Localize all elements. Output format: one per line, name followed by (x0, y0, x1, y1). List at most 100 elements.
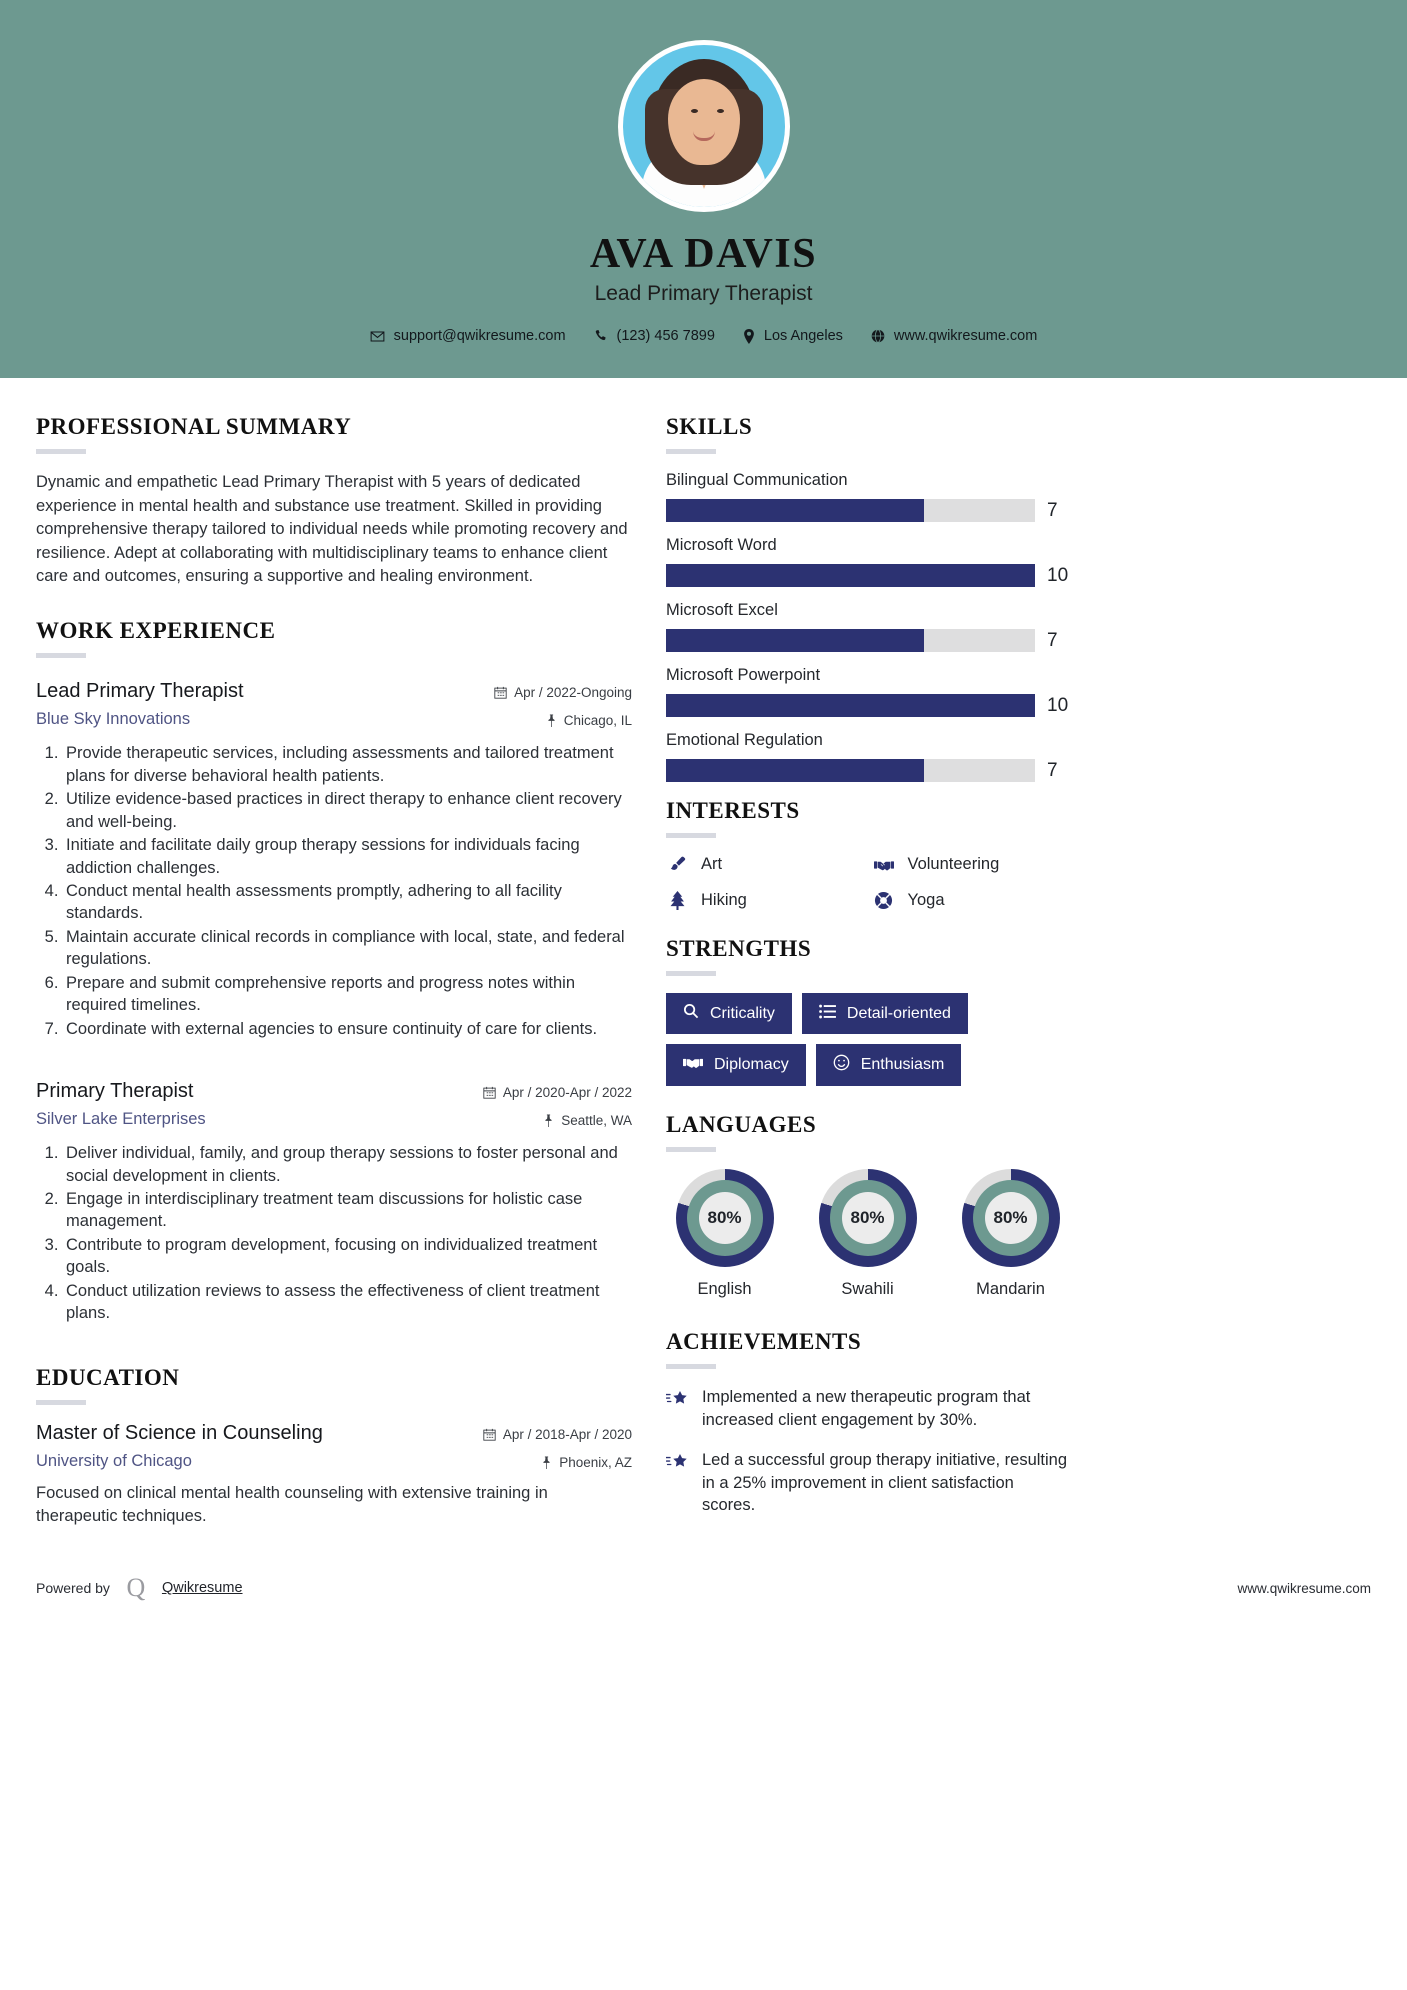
handshake-icon (873, 857, 895, 873)
tree-icon (666, 891, 688, 911)
donut-hole: 80% (698, 1192, 751, 1245)
work-entry-bullets: Deliver individual, family, and group th… (36, 1142, 632, 1325)
language-donut: 80% (818, 1169, 917, 1268)
interest-label: Volunteering (907, 855, 1000, 874)
list-item: Deliver individual, family, and group th… (63, 1142, 632, 1187)
section-divider (36, 1399, 86, 1405)
education-entry-date-text: Apr / 2018-Apr / 2020 (502, 1426, 632, 1442)
page-title: AVA DAVIS (589, 231, 818, 277)
skill-bar-fill (666, 759, 925, 783)
contact-phone[interactable]: (123) 456 7899 (594, 328, 715, 344)
star-shine-icon (665, 1386, 689, 1414)
language-label: Swahili (841, 1280, 894, 1299)
smiley-icon (833, 1054, 850, 1076)
education-entry-org[interactable]: University of Chicago (36, 1451, 192, 1470)
language-percent: 80% (850, 1208, 885, 1228)
section-title: SKILLS (666, 414, 753, 440)
pin-icon (541, 1456, 552, 1469)
work-entry-location-text: Seattle, WA (561, 1113, 632, 1129)
skill-value: 10 (1047, 564, 1069, 586)
achievement-text: Led a successful group therapy initiativ… (702, 1450, 1068, 1515)
right-column: SKILLS Bilingual Communication 7 Microso… (665, 414, 1072, 1534)
language-donut: 80% (675, 1169, 774, 1268)
footer-url: www.qwikresume.com (1237, 1580, 1371, 1596)
list-item: Conduct utilization reviews to assess th… (63, 1280, 632, 1325)
language-item: 80% Swahili (809, 1169, 926, 1299)
interest-item: Yoga (873, 891, 1072, 910)
section-title: WORK EXPERIENCE (36, 618, 276, 644)
list-item: Conduct mental health assessments prompt… (63, 880, 632, 925)
lifebuoy-icon (873, 891, 895, 910)
language-item: 80% Mandarin (952, 1169, 1069, 1299)
calendar-icon (483, 1086, 496, 1099)
work-entry-org[interactable]: Blue Sky Innovations (36, 710, 191, 729)
section-interests: INTERESTS Art (666, 798, 1072, 911)
qwikresume-logo-icon: Q (126, 1573, 146, 1603)
section-divider (666, 1364, 716, 1370)
work-entry-date-text: Apr / 2020-Apr / 2022 (502, 1085, 632, 1101)
skill-bar-fill (666, 564, 1035, 588)
skill-bar-fill (666, 629, 925, 653)
work-entry-location: Chicago, IL (494, 713, 632, 728)
section-skills: SKILLS Bilingual Communication 7 Microso… (666, 414, 1071, 783)
strength-label: Diplomacy (714, 1056, 789, 1074)
skill-bar-track (666, 694, 1035, 718)
list-item: Utilize evidence-based practices in dire… (63, 788, 632, 833)
pin-icon (543, 1114, 554, 1128)
list-item: Prepare and submit comprehensive reports… (63, 972, 632, 1017)
skill-label: Emotional Regulation (666, 731, 823, 750)
list-item: Contribute to program development, focus… (63, 1234, 632, 1279)
work-entry-title: Lead Primary Therapist (36, 680, 244, 703)
skill-value: 7 (1047, 499, 1058, 521)
skill-bar-track (666, 759, 1035, 783)
strength-chip: Detail-oriented (801, 993, 968, 1035)
skill-bar-track (666, 629, 1035, 653)
skill-bar-fill (666, 499, 925, 523)
list-item: Coordinate with external agencies to ens… (63, 1018, 632, 1040)
contact-location: Los Angeles (743, 328, 843, 344)
qwikresume-link[interactable]: Qwikresume (161, 1580, 243, 1597)
section-title: PROFESSIONAL SUMMARY (36, 414, 352, 440)
contact-location-text: Los Angeles (763, 328, 843, 345)
strength-chip: Criticality (666, 993, 792, 1035)
work-entry-date-text: Apr / 2022-Ongoing (514, 685, 632, 701)
skill-value: 7 (1047, 629, 1058, 651)
work-entry-bullets: Provide therapeutic services, including … (36, 742, 632, 1040)
summary-text: Dynamic and empathetic Lead Primary Ther… (36, 473, 628, 585)
strength-chip: Diplomacy (666, 1044, 806, 1087)
interest-label: Hiking (701, 891, 747, 910)
skill-value: 7 (1047, 759, 1058, 781)
contact-email[interactable]: support@qwikresume.com (370, 328, 566, 344)
education-entry-date: Apr / 2018-Apr / 2020 (483, 1427, 632, 1442)
interest-label: Yoga (907, 891, 945, 910)
job-title: Lead Primary Therapist (594, 282, 813, 306)
education-entry-location-text: Phoenix, AZ (559, 1454, 632, 1470)
section-divider (666, 1147, 716, 1153)
achievement-item: Led a successful group therapy initiativ… (665, 1449, 1071, 1517)
section-divider (36, 449, 86, 455)
envelope-icon (370, 329, 385, 344)
education-entry-location: Phoenix, AZ (483, 1455, 632, 1470)
globe-icon (871, 329, 885, 343)
section-work-experience: WORK EXPERIENCE Lead Primary Therapist B… (36, 618, 632, 1324)
left-column: PROFESSIONAL SUMMARY Dynamic and empathe… (36, 414, 632, 1527)
skill-item: Bilingual Communication 7 (666, 471, 1071, 523)
section-divider (666, 833, 716, 839)
powered-by: Powered by Q Qwikresume (36, 1573, 243, 1603)
skill-label: Microsoft Word (666, 536, 777, 555)
skill-item: Microsoft Excel 7 (666, 601, 1071, 653)
handshake-icon (683, 1055, 703, 1075)
avatar-photo (622, 45, 785, 207)
section-languages: LANGUAGES 80% English (666, 1112, 1071, 1299)
section-achievements: ACHIEVEMENTS Implemented a new therapeut… (665, 1329, 1071, 1517)
list-icon (819, 1004, 836, 1024)
skill-item: Microsoft Powerpoint 10 (666, 666, 1071, 718)
pin-icon (546, 714, 557, 728)
list-item: Maintain accurate clinical records in co… (63, 926, 632, 971)
contact-website[interactable]: www.qwikresume.com (871, 328, 1037, 344)
list-item: Initiate and facilitate daily group ther… (63, 834, 632, 879)
work-entry-org[interactable]: Silver Lake Enterprises (36, 1110, 206, 1129)
strength-label: Detail-oriented (846, 1004, 951, 1022)
star-shine-icon (665, 1449, 689, 1477)
map-pin-icon (743, 328, 755, 344)
